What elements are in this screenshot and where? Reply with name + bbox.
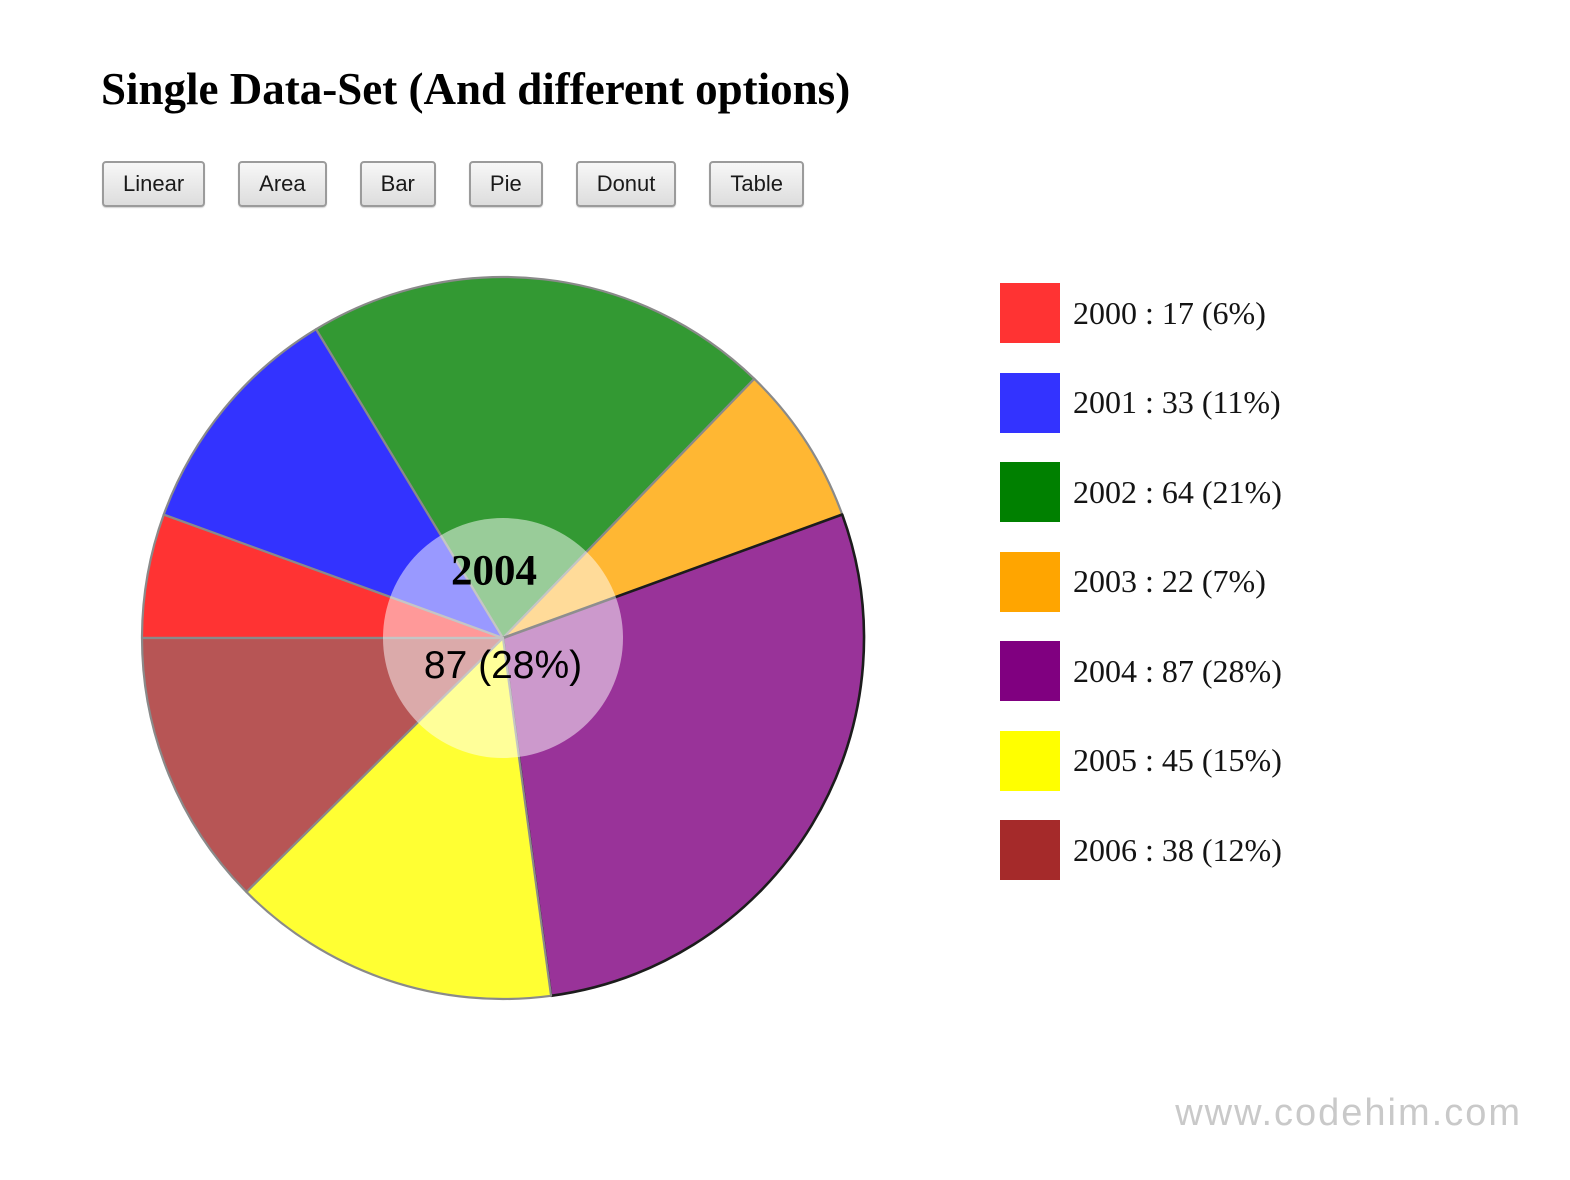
legend-label: 2000 : 17 (6%) <box>1073 294 1266 331</box>
chart-type-button-pie[interactable]: Pie <box>468 161 543 207</box>
legend-label: 2004 : 87 (28%) <box>1073 652 1282 689</box>
legend-label: 2003 : 22 (7%) <box>1073 563 1266 599</box>
chart-type-button-area[interactable]: Area <box>238 161 327 207</box>
legend-label: 2005 : 45 (15%) <box>1073 742 1282 778</box>
legend-label: 2006 : 38 (12%) <box>1073 831 1282 868</box>
legend-swatch <box>1000 820 1060 880</box>
chart-type-button-linear[interactable]: Linear <box>102 161 206 207</box>
legend-item-2001[interactable]: 2001 : 33 (11%) <box>1000 372 1282 433</box>
legend-item-2006[interactable]: 2006 : 38 (12%) <box>1000 820 1282 880</box>
legend-item-2000[interactable]: 2000 : 17 (6%) <box>1000 283 1282 343</box>
chart-type-button-donut[interactable]: Donut <box>575 161 677 207</box>
page-title: Single Data-Set (And different options) <box>101 64 851 114</box>
center-highlight-circle <box>383 518 623 758</box>
legend: 2000 : 17 (6%) 2001 : 33 (11%) 2002 : 64 (… <box>1000 283 1282 910</box>
legend-label: 2002 : 64 (21%) <box>1073 473 1282 510</box>
legend-item-2005[interactable]: 2005 : 45 (15%) <box>1000 730 1282 791</box>
legend-swatch <box>1000 283 1060 343</box>
legend-swatch <box>1000 641 1060 701</box>
pie-slice-2002[interactable] <box>315 275 756 640</box>
chart-type-button-table[interactable]: Table <box>709 161 804 207</box>
legend-swatch <box>1000 372 1060 433</box>
legend-label: 2001 : 33 (11%) <box>1073 384 1281 420</box>
legend-swatch <box>1000 730 1060 791</box>
legend-swatch <box>1000 462 1060 522</box>
legend-swatch <box>1000 551 1060 612</box>
legend-item-2002[interactable]: 2002 : 64 (21%) <box>1000 462 1282 522</box>
legend-item-2004[interactable]: 2004 : 87 (28%) <box>1000 641 1282 701</box>
legend-item-2003[interactable]: 2003 : 22 (7%) <box>1000 551 1282 612</box>
chart-type-button-bar[interactable]: Bar <box>359 161 436 207</box>
watermark: www.codehim.com <box>1175 1092 1522 1134</box>
chart-type-toolbar: Linear Area Bar Pie Donut Table <box>102 161 837 207</box>
